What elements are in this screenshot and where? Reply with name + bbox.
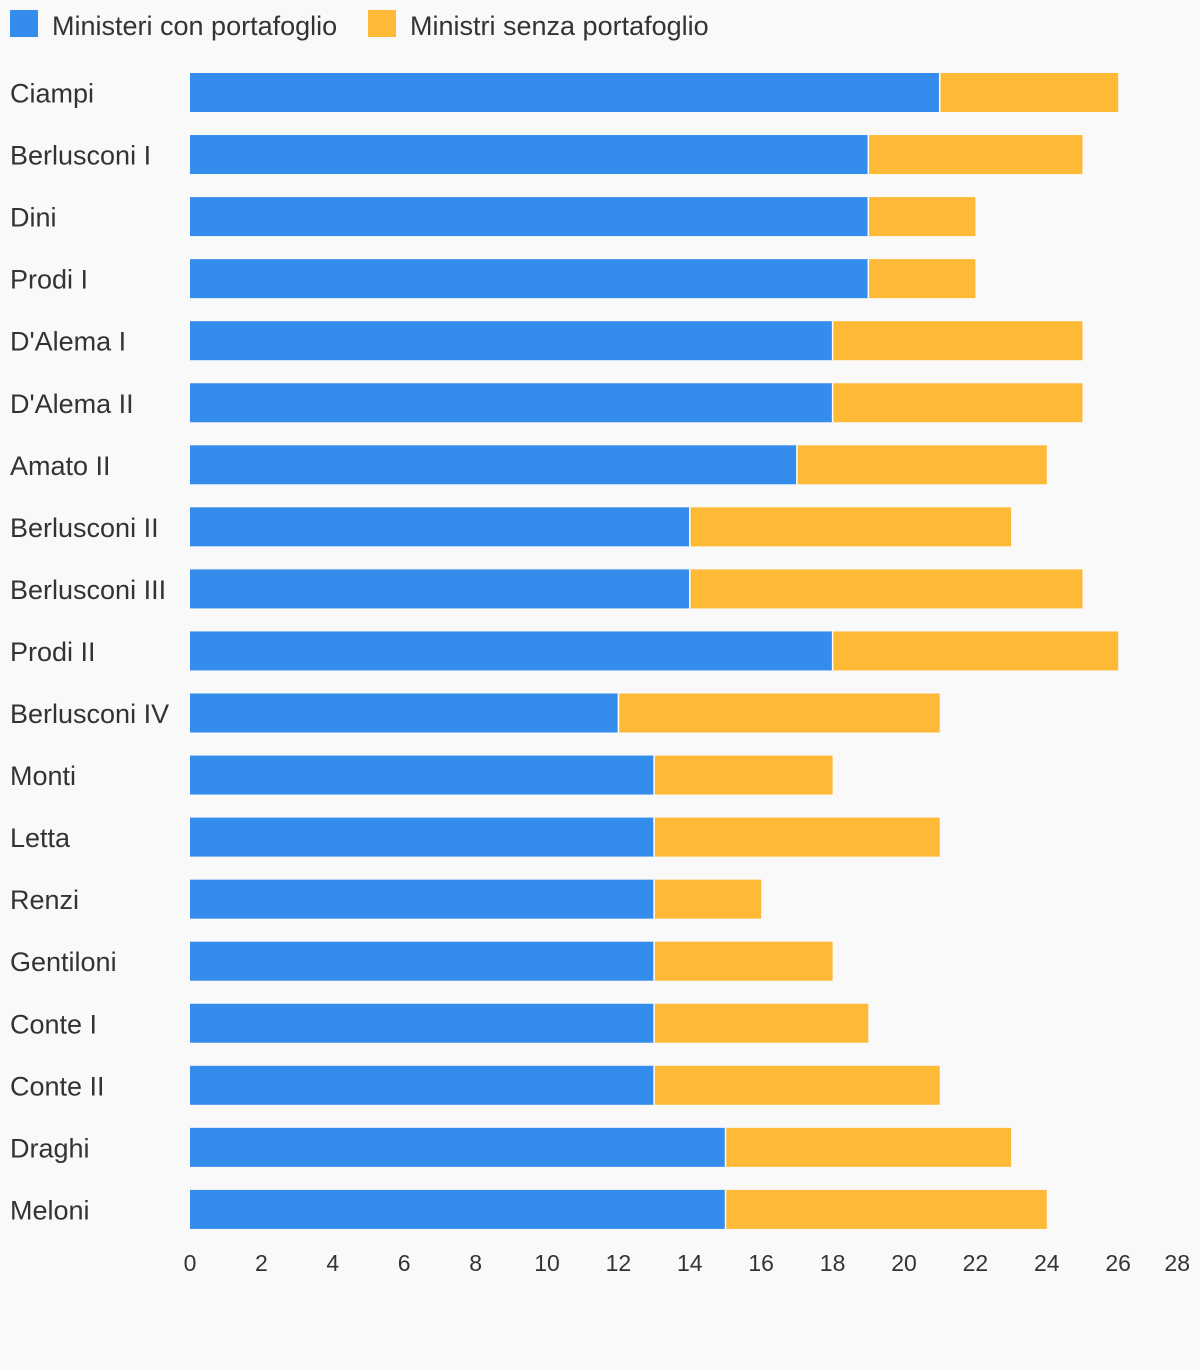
- category-label: D'Alema I: [10, 327, 126, 357]
- bar-segment-senza-portafoglio: [689, 507, 1012, 547]
- bar-segment-senza-portafoglio: [796, 445, 1047, 485]
- bar-segment-con-portafoglio: [190, 1003, 655, 1043]
- bar-segment-con-portafoglio: [190, 569, 690, 609]
- bar-segment-con-portafoglio: [190, 507, 690, 547]
- category-label: Dini: [10, 203, 57, 233]
- bar-segment-con-portafoglio: [190, 941, 655, 981]
- bar-segment-senza-portafoglio: [939, 73, 1119, 112]
- x-tick-label: 10: [534, 1250, 560, 1276]
- x-tick-label: 6: [398, 1250, 411, 1276]
- bar-segment-senza-portafoglio: [725, 1189, 1047, 1229]
- bars: [190, 73, 1119, 1229]
- bar-segment-con-portafoglio: [190, 321, 833, 361]
- bar-segment-con-portafoglio: [190, 445, 797, 485]
- bar-segment-con-portafoglio: [190, 259, 869, 299]
- bar-segment-con-portafoglio: [190, 383, 833, 423]
- category-label: Conte I: [10, 1009, 97, 1039]
- bar-segment-con-portafoglio: [190, 879, 655, 919]
- category-label: Letta: [10, 823, 71, 853]
- category-label: Monti: [10, 761, 76, 791]
- category-label: Prodi II: [10, 637, 96, 667]
- bar-segment-con-portafoglio: [190, 693, 619, 733]
- category-label: D'Alema II: [10, 389, 134, 419]
- category-label: Amato II: [10, 451, 111, 481]
- category-label: Draghi: [10, 1133, 90, 1163]
- bar-segment-senza-portafoglio: [654, 755, 833, 795]
- category-label: Berlusconi IV: [10, 699, 169, 729]
- category-labels: Ciampi Berlusconi I Dini Prodi I D'Alema I D'…: [10, 79, 169, 1226]
- category-label: Gentiloni: [10, 947, 117, 977]
- legend-swatch-1: [10, 10, 38, 37]
- category-label: Renzi: [10, 885, 79, 915]
- bar-segment-senza-portafoglio: [832, 383, 1083, 423]
- bar-segment-senza-portafoglio: [618, 693, 940, 733]
- x-tick-label: 20: [891, 1250, 917, 1276]
- bar-segment-senza-portafoglio: [725, 1127, 1012, 1167]
- bar-segment-senza-portafoglio: [868, 259, 976, 299]
- legend: Ministeri con portafoglio Ministri senza …: [10, 10, 709, 41]
- bar-segment-senza-portafoglio: [654, 1065, 940, 1105]
- bar-segment-con-portafoglio: [190, 1189, 726, 1229]
- category-label: Berlusconi III: [10, 575, 166, 605]
- bar-segment-senza-portafoglio: [654, 817, 940, 857]
- bar-segment-con-portafoglio: [190, 73, 940, 112]
- x-tick-label: 18: [820, 1250, 846, 1276]
- x-tick-label: 26: [1105, 1250, 1131, 1276]
- category-label: Meloni: [10, 1195, 90, 1225]
- category-label: Ciampi: [10, 79, 94, 109]
- x-tick-label: 0: [184, 1250, 197, 1276]
- bar-segment-senza-portafoglio: [654, 1003, 869, 1043]
- category-label: Prodi I: [10, 265, 88, 295]
- bar-segment-con-portafoglio: [190, 135, 869, 175]
- legend-swatch-2: [368, 10, 396, 37]
- bar-segment-senza-portafoglio: [832, 631, 1119, 671]
- bar-segment-senza-portafoglio: [654, 879, 762, 919]
- bar-segment-senza-portafoglio: [868, 135, 1083, 175]
- bar-segment-senza-portafoglio: [654, 941, 833, 981]
- x-tick-label: 16: [748, 1250, 774, 1276]
- category-label: Berlusconi II: [10, 513, 159, 543]
- x-tick-label: 14: [677, 1250, 703, 1276]
- bar-segment-senza-portafoglio: [689, 569, 1083, 609]
- category-label: Conte II: [10, 1071, 105, 1101]
- bar-segment-con-portafoglio: [190, 1127, 726, 1167]
- bar-segment-con-portafoglio: [190, 817, 655, 857]
- legend-label-1: Ministeri con portafoglio: [52, 11, 337, 41]
- x-tick-label: 2: [255, 1250, 268, 1276]
- x-tick-label: 4: [326, 1250, 339, 1276]
- bar-segment-senza-portafoglio: [868, 197, 976, 237]
- x-tick-label: 28: [1164, 1250, 1190, 1276]
- x-tick-label: 8: [469, 1250, 482, 1276]
- bar-segment-con-portafoglio: [190, 631, 833, 671]
- x-tick-label: 12: [606, 1250, 632, 1276]
- category-label: Berlusconi I: [10, 141, 151, 171]
- x-tick-label: 24: [1034, 1250, 1060, 1276]
- bar-segment-senza-portafoglio: [832, 321, 1083, 361]
- legend-label-2: Ministri senza portafoglio: [410, 11, 709, 41]
- bar-segment-con-portafoglio: [190, 755, 655, 795]
- bar-segment-con-portafoglio: [190, 1065, 655, 1105]
- x-axis-ticks: 0 2 4 6 8 10 12 14 16 18 20 22 24 26 28: [184, 1250, 1190, 1276]
- bar-segment-con-portafoglio: [190, 197, 869, 237]
- x-tick-label: 22: [963, 1250, 989, 1276]
